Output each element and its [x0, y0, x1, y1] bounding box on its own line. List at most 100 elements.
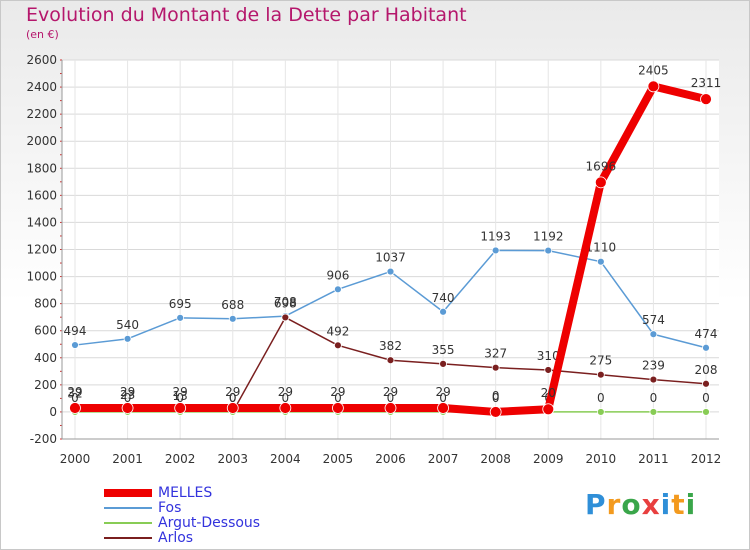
data-label-arlos: 698: [274, 296, 297, 310]
legend-item-arlos: Arlos: [104, 530, 193, 546]
legend-swatch-argut-dessous: [104, 522, 152, 524]
data-point-melles: [332, 402, 344, 414]
logo-letter: i: [660, 488, 672, 521]
data-point-melles: [384, 402, 397, 414]
chart-subtitle: (en €): [26, 28, 59, 41]
y-tick-label: 1200: [26, 243, 57, 257]
data-label-melles: 29: [173, 385, 188, 399]
y-tick-label: 200: [34, 378, 57, 392]
data-label-melles: 29: [120, 385, 135, 399]
data-label-arlos: 208: [695, 363, 718, 377]
data-label-fos: 474: [695, 327, 718, 341]
legend-label: MELLES: [158, 485, 213, 501]
data-label-argut-dessous: 0: [71, 391, 79, 405]
x-tick-label: 2008: [480, 452, 511, 466]
y-tick-label: 1400: [26, 215, 57, 229]
data-point-arlos: [596, 370, 605, 379]
data-label-arlos: 13: [173, 389, 188, 403]
x-tick-label: 2007: [428, 452, 459, 466]
data-label-melles: 29: [278, 385, 293, 399]
data-label-melles: 29: [67, 385, 82, 399]
data-label-argut-dessous: 0: [176, 391, 184, 405]
data-point-melles: [437, 402, 449, 414]
data-label-arlos: 492: [326, 324, 349, 338]
data-label-arlos: 32: [67, 387, 82, 401]
data-label-argut-dessous: 0: [229, 391, 237, 405]
x-tick-label: 2002: [165, 452, 196, 466]
data-point-melles: [594, 176, 607, 189]
data-point-melles: [700, 93, 712, 106]
logo-letter: x: [641, 488, 661, 521]
data-label-argut-dessous: 0: [650, 391, 658, 405]
data-point-melles: [226, 402, 239, 414]
data-label-arlos: 310: [537, 349, 560, 363]
data-point-argut-dessous: [649, 408, 658, 416]
data-label-argut-dessous: 0: [334, 391, 342, 405]
logo-letter: r: [606, 488, 622, 521]
data-point-fos: [596, 257, 605, 266]
data-point-fos: [123, 334, 132, 343]
data-point-fos: [71, 341, 79, 349]
y-tick-label: 1600: [26, 188, 57, 202]
data-label-melles: 29: [330, 385, 345, 399]
data-label-fos: 1110: [586, 241, 617, 255]
data-label-argut-dessous: 0: [124, 391, 132, 405]
logo-letter: o: [621, 488, 642, 521]
proxiti-logo: Proxiti: [585, 488, 696, 521]
x-tick-label: 2006: [375, 452, 406, 466]
data-point-melles: [69, 402, 81, 414]
y-tick-label: 1000: [26, 270, 57, 284]
data-point-arlos: [334, 341, 342, 350]
data-point-fos: [228, 314, 237, 323]
data-label-argut-dessous: 0: [439, 391, 447, 405]
data-point-argut-dessous: [702, 408, 710, 416]
data-label-melles: 20: [541, 386, 556, 400]
y-tick-label: 0: [49, 405, 57, 419]
logo-letter: i: [685, 488, 697, 521]
logo-letter: P: [585, 488, 607, 521]
data-label-arlos: 355: [432, 343, 455, 357]
data-point-arlos: [544, 366, 553, 374]
x-tick-label: 2005: [323, 452, 354, 466]
x-tick-label: 2000: [60, 452, 91, 466]
data-point-fos: [649, 330, 658, 339]
y-tick-label: 400: [34, 351, 57, 365]
data-label-melles: 29: [225, 385, 240, 399]
data-point-arlos: [281, 313, 290, 322]
data-point-fos: [176, 313, 185, 322]
legend-label: Argut-Dessous: [158, 515, 261, 531]
data-label-fos: 1192: [533, 230, 564, 244]
legend-item-melles: MELLES: [104, 485, 212, 501]
y-tick-label: 2200: [26, 107, 57, 121]
y-tick-label: 800: [34, 297, 57, 311]
x-tick-label: 2012: [691, 452, 722, 466]
data-point-melles: [121, 402, 134, 414]
data-label-argut-dessous: 0: [492, 391, 500, 405]
data-point-arlos: [649, 375, 658, 384]
y-tick-label: 2400: [26, 80, 57, 94]
data-point-fos: [334, 285, 342, 294]
data-label-arlos: 275: [589, 354, 612, 368]
data-label-arlos: 23: [120, 388, 135, 402]
x-tick-label: 2010: [586, 452, 617, 466]
data-label-argut-dessous: 0: [387, 391, 395, 405]
legend-item-fos: Fos: [104, 500, 181, 516]
x-tick-label: 2011: [638, 452, 669, 466]
data-label-fos: 688: [221, 298, 244, 312]
data-label-fos: 540: [116, 318, 139, 332]
data-label-argut-dessous: 0: [597, 391, 605, 405]
x-tick-label: 2001: [112, 452, 143, 466]
data-label-fos: 494: [64, 324, 87, 338]
x-tick-label: 2003: [217, 452, 248, 466]
data-label-fos: 695: [169, 297, 192, 311]
data-point-argut-dessous: [596, 408, 605, 416]
data-label-melles: 0: [492, 389, 500, 403]
data-point-arlos: [439, 359, 447, 368]
data-label-melles: 29: [435, 385, 450, 399]
data-label-arlos: 0: [229, 391, 237, 405]
data-label-melles: 2405: [638, 63, 669, 77]
data-point-arlos: [386, 356, 395, 365]
logo-letter: t: [671, 488, 686, 521]
data-label-fos: 740: [432, 291, 455, 305]
